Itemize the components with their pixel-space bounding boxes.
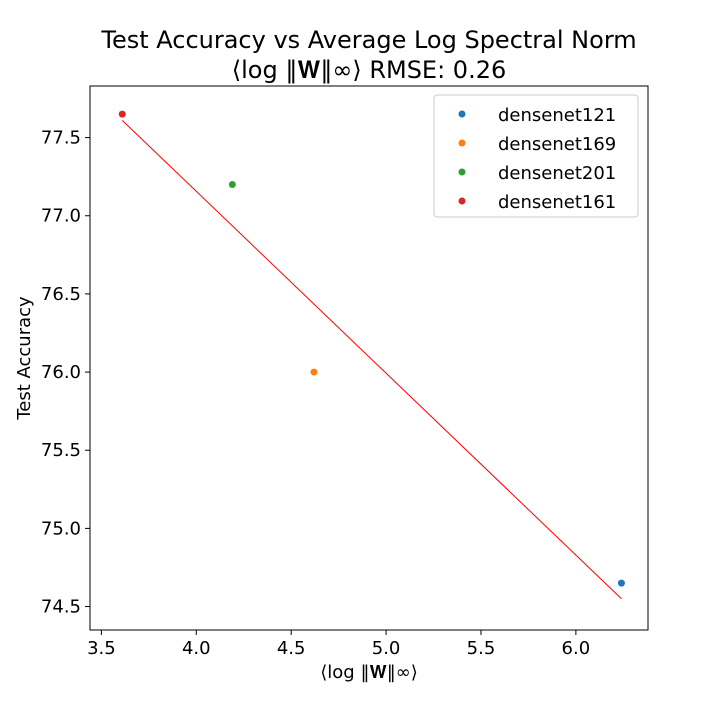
legend-marker-densenet121 [458, 110, 466, 118]
plot-area [89, 85, 649, 631]
x-tick-label: 4.5 [277, 638, 306, 659]
legend-box [433, 94, 639, 218]
y-tick-label: 77.5 [41, 128, 81, 149]
legend-label-densenet161: densenet161 [498, 192, 616, 213]
data-point-densenet161 [118, 110, 126, 118]
legend: densenet121 densenet169 densenet201 densene… [433, 94, 639, 218]
chart-title: Test Accuracy vs Average Log Spectral No… [100, 26, 636, 54]
plot-frame [89, 85, 649, 631]
data-point-densenet201 [228, 180, 236, 188]
x-tick-label: 6.0 [562, 638, 591, 659]
chart-subtitle: ⟨log ‖𝐖‖∞⟩ RMSE: 0.26 [232, 56, 507, 84]
x-axis: 3.5 4.0 4.5 5.0 5.5 6.0 [87, 630, 590, 659]
x-tick-label: 4.0 [182, 638, 211, 659]
fit-line-layer [121, 120, 622, 600]
y-tick-label: 75.0 [41, 518, 81, 539]
x-tick-label: 5.0 [372, 638, 401, 659]
x-tick-label: 3.5 [87, 638, 116, 659]
data-point-densenet121 [617, 579, 625, 587]
legend-marker-densenet161 [458, 197, 466, 205]
legend-label-densenet169: densenet169 [498, 134, 616, 155]
legend-label-densenet121: densenet121 [498, 105, 616, 126]
x-tick-label: 5.5 [467, 638, 496, 659]
legend-marker-densenet201 [458, 168, 466, 176]
data-point-densenet169 [310, 368, 318, 376]
legend-label-densenet201: densenet201 [498, 163, 616, 184]
y-tick-label: 75.5 [41, 440, 81, 461]
fit-line [121, 120, 622, 600]
points-layer [118, 110, 625, 587]
legend-marker-densenet169 [458, 139, 466, 147]
y-tick-label: 76.5 [41, 284, 81, 305]
y-axis: 74.5 75.0 75.5 76.0 76.5 77.0 77.5 [41, 128, 90, 618]
y-tick-label: 76.0 [41, 362, 81, 383]
y-tick-label: 74.5 [41, 597, 81, 618]
y-tick-label: 77.0 [41, 206, 81, 227]
x-axis-label: ⟨log ‖𝐖‖∞⟩ [320, 662, 417, 683]
y-axis-label: Test Accuracy [14, 296, 35, 421]
